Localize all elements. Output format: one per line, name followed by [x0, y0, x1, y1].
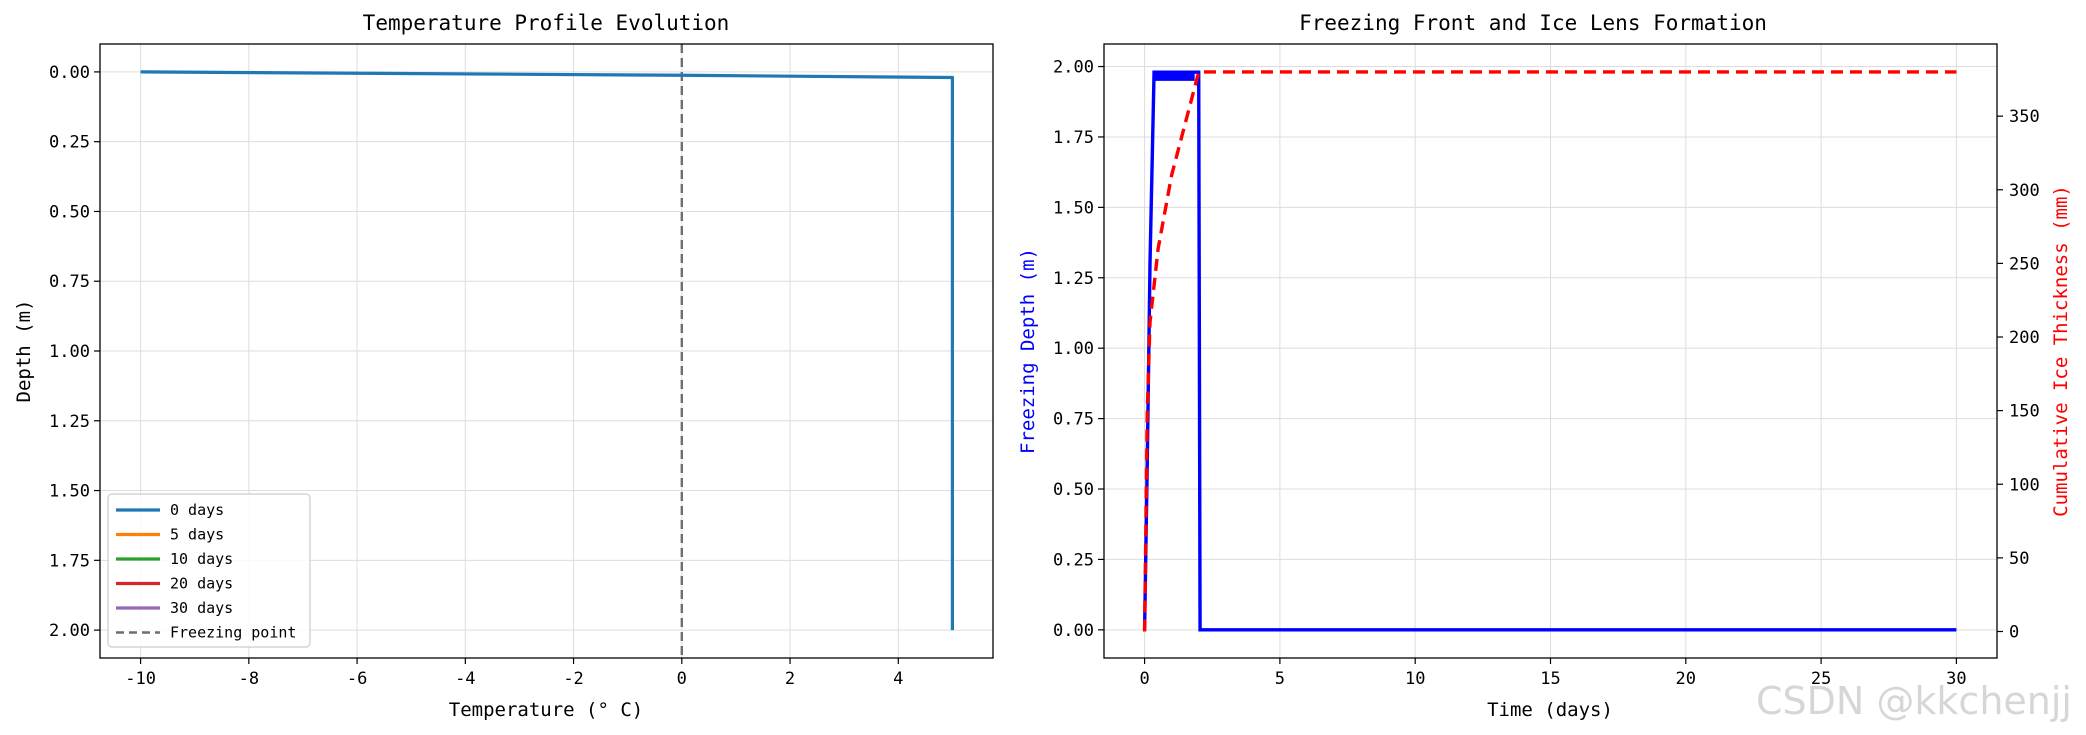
y2-tick-label: 200 [2009, 328, 2040, 348]
legend-label: 30 days [170, 599, 233, 617]
y-tick-label: 0.75 [1053, 410, 1094, 430]
legend-label: Freezing point [170, 624, 296, 642]
legend-label: 10 days [170, 550, 233, 568]
freezing-front-chart: Freezing Front and Ice Lens Formation 0 5… [1017, 11, 2072, 721]
series-line-0-days [140, 70, 955, 631]
y2-tick-label: 150 [2009, 402, 2040, 422]
left-chart-title: Temperature Profile Evolution [363, 11, 730, 35]
x-tick-label: -4 [455, 669, 475, 689]
x-tick-label: 30 [1946, 669, 1966, 689]
y-tick-label: 1.50 [49, 482, 90, 502]
watermark: CSDN @kkchenjj [1756, 679, 2072, 723]
left-series [140, 70, 955, 631]
right-chart-title: Freezing Front and Ice Lens Formation [1299, 11, 1767, 35]
y2-tick-label: 100 [2009, 475, 2040, 495]
y2-tick-label: 300 [2009, 181, 2040, 201]
y-tick-label: 0.50 [1053, 480, 1094, 500]
x-tick-label: 5 [1275, 669, 1285, 689]
x-tick-label: 0 [677, 669, 687, 689]
right-y-ticks: 0.00 0.25 0.50 0.75 1.00 1.25 1.50 1.75 2.00 [1053, 58, 1104, 641]
right-y2-axis-label: Cumulative Ice Thickness (mm) [2050, 185, 2072, 517]
x-tick-label: -8 [239, 669, 259, 689]
x-tick-label: 0 [1139, 669, 1149, 689]
y-tick-label: 1.00 [1053, 339, 1094, 359]
legend: 0 days 5 days 10 days 20 days 30 days Freezin… [107, 493, 311, 648]
x-tick-label: 15 [1540, 669, 1560, 689]
temperature-profile-chart: Temperature Profile Evolution -10 -8 -6 -4-… [13, 11, 994, 721]
y-tick-label: 0.00 [1053, 621, 1094, 641]
y-tick-label: 0.25 [1053, 550, 1094, 570]
y-tick-label: 0.50 [49, 202, 90, 222]
x-tick-label: -10 [125, 669, 156, 689]
x-tick-label: 4 [893, 669, 903, 689]
right-y-axis-label: Freezing Depth (m) [1017, 248, 1039, 454]
y-tick-label: 0.00 [49, 63, 90, 83]
right-series [1142, 70, 1957, 632]
y-tick-label: 1.75 [1053, 128, 1094, 148]
y-tick-label: 2.00 [1053, 58, 1094, 78]
x-tick-label: -6 [347, 669, 367, 689]
x-tick-label: 10 [1405, 669, 1425, 689]
right-y2-ticks: 0 50 100 150 200 250 300 350 [1997, 107, 2040, 642]
ice-thickness-line [1142, 70, 1957, 632]
y-tick-label: 1.00 [49, 342, 90, 362]
legend-label: 0 days [170, 501, 224, 519]
left-x-axis-label: Temperature (° C) [449, 699, 643, 721]
right-x-axis-label: Time (days) [1487, 699, 1613, 721]
left-y-ticks: 0.00 0.25 0.50 0.75 1.00 1.25 1.50 1.75 2.00 [49, 63, 100, 641]
y-tick-label: 1.25 [1053, 269, 1094, 289]
left-y-axis-label: Depth (m) [13, 300, 35, 403]
x-tick-label: -2 [563, 669, 583, 689]
x-tick-label: 2 [785, 669, 795, 689]
y2-tick-label: 50 [2009, 549, 2029, 569]
left-x-ticks: -10 -8 -6 -4 -2 0 2 4 [125, 658, 903, 689]
y-tick-label: 1.25 [49, 412, 90, 432]
legend-label: 20 days [170, 575, 233, 593]
y2-tick-label: 350 [2009, 107, 2040, 127]
legend-label: 5 days [170, 526, 224, 544]
y-tick-label: 2.00 [49, 621, 90, 641]
y2-tick-label: 250 [2009, 254, 2040, 274]
x-tick-label: 20 [1676, 669, 1696, 689]
y-tick-label: 0.25 [49, 133, 90, 153]
right-x-ticks: 0 5 10 15 20 25 30 [1139, 658, 1967, 689]
y-tick-label: 1.50 [1053, 198, 1094, 218]
y2-tick-label: 0 [2009, 622, 2019, 642]
x-tick-label: 25 [1811, 669, 1831, 689]
right-gridlines [1104, 44, 1997, 658]
y-tick-label: 1.75 [49, 551, 90, 571]
y-tick-label: 0.75 [49, 272, 90, 292]
